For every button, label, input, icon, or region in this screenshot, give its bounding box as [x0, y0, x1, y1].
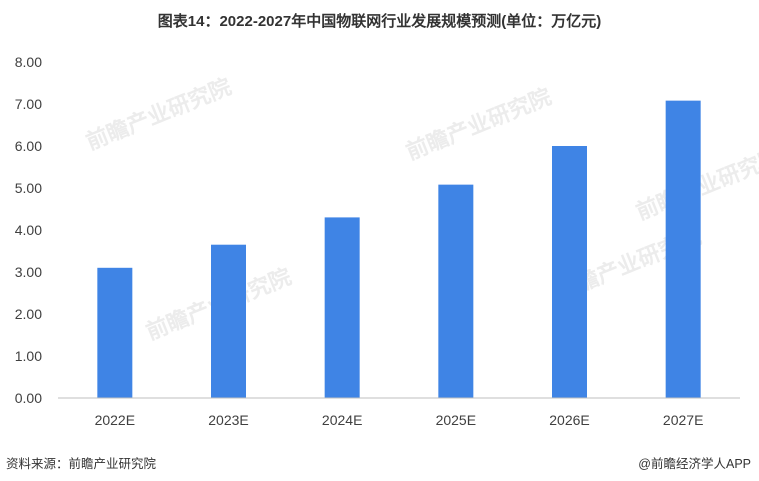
y-axis: 0.00 1.00 2.00 3.00 4.00 5.00 6.00 7.00 8.00	[15, 54, 42, 406]
x-axis: 2022E 2023E 2024E 2025E 2026E 2027E	[95, 412, 704, 428]
y-tick-label: 6.00	[15, 138, 42, 154]
x-tick-label: 2024E	[322, 412, 362, 428]
x-tick-label: 2026E	[549, 412, 589, 428]
bars-group	[97, 100, 701, 398]
y-tick-label: 4.00	[15, 222, 42, 238]
y-tick-label: 2.00	[15, 306, 42, 322]
watermark-logo: 前瞻产业研究院	[83, 74, 235, 155]
y-tick-label: 7.00	[15, 96, 42, 112]
y-tick-label: 1.00	[15, 348, 42, 364]
bar-2025e	[438, 184, 474, 398]
chart-title: 图表14：2022-2027年中国物联网行业发展规模预测(单位：万亿元)	[157, 13, 602, 30]
y-tick-label: 3.00	[15, 264, 42, 280]
bar-2023e	[211, 244, 246, 398]
y-tick-label: 0.00	[15, 390, 42, 406]
x-tick-label: 2025E	[436, 412, 476, 428]
x-tick-label: 2023E	[208, 412, 248, 428]
bar-2024e	[324, 217, 360, 398]
bar-2026e	[552, 146, 587, 398]
x-tick-label: 2022E	[95, 412, 135, 428]
bar-2027e	[665, 100, 701, 398]
watermark-logo: 前瞻产业研究院	[403, 84, 555, 165]
y-tick-label: 5.00	[15, 180, 42, 196]
credit-note: @前瞻经济学人APP	[638, 457, 751, 471]
watermark-layer: 前瞻产业研究院前瞻产业研究院前瞻产业研究院前瞻产业研究院前瞻产业研究院	[83, 74, 759, 345]
source-note: 资料来源：前瞻产业研究院	[6, 457, 157, 471]
y-tick-label: 8.00	[15, 54, 42, 70]
bar-2022e	[97, 267, 133, 398]
x-tick-label: 2027E	[663, 412, 703, 428]
